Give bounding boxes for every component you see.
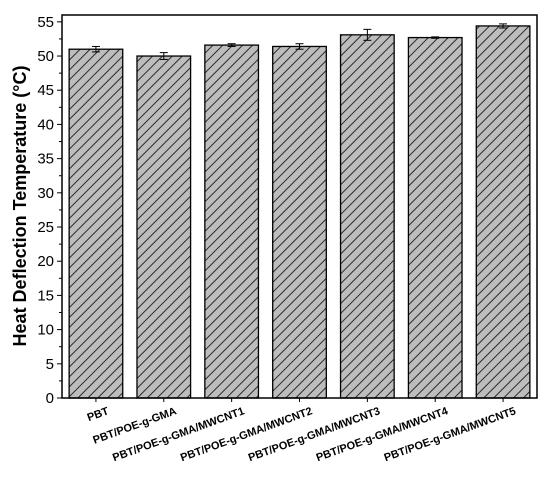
error-bars-group xyxy=(91,23,508,60)
x-tick-label-4: PBT/POE-g-GMA/MWCNT2 xyxy=(179,405,314,464)
y-tick-label-10: 10 xyxy=(37,322,54,339)
y-axis-title: Heat Deflection Temperature (°C) xyxy=(10,66,30,347)
bar-3 xyxy=(204,44,260,399)
error-bar-7 xyxy=(499,23,508,29)
error-bar-4 xyxy=(295,43,304,50)
y-tick-label-55: 55 xyxy=(37,14,54,31)
y-tick-label-40: 40 xyxy=(37,116,54,133)
y-tick-label-25: 25 xyxy=(37,219,54,236)
y-tick-label-45: 45 xyxy=(37,82,54,99)
y-tick-label-30: 30 xyxy=(37,185,54,202)
error-bar-2 xyxy=(159,52,168,60)
bar-6 xyxy=(407,36,463,399)
y-tick-label-0: 0 xyxy=(46,390,54,407)
y-tick-label-20: 20 xyxy=(37,253,54,270)
x-tick-label-7: PBT/POE-g-GMA/MWCNT5 xyxy=(383,405,518,464)
y-tick-label-35: 35 xyxy=(37,151,54,168)
bar-2 xyxy=(136,55,192,399)
error-bar-1 xyxy=(91,45,100,53)
x-tick-label-1: PBT xyxy=(86,405,111,424)
error-bar-6 xyxy=(431,36,440,39)
x-tick-label-3: PBT/POE-g-GMA/MWCNT1 xyxy=(111,405,246,464)
bar-5 xyxy=(339,34,395,399)
x-axis: PBTPBT/POE-g-GMAPBT/POE-g-GMA/MWCNT1PBT/… xyxy=(86,398,518,464)
bar-1 xyxy=(68,48,124,399)
bars-group xyxy=(68,25,531,399)
bar-4 xyxy=(272,45,327,399)
y-tick-label-5: 5 xyxy=(46,356,54,373)
error-bar-5 xyxy=(363,28,372,41)
y-tick-label-15: 15 xyxy=(37,287,54,304)
bar-7 xyxy=(475,25,531,399)
y-tick-label-50: 50 xyxy=(37,48,54,65)
y-axis: 0 5 10 15 20 25 30 35 40 45 50 55 xyxy=(37,14,62,407)
x-tick-label-5: PBT/POE-g-GMA/MWCNT3 xyxy=(247,405,382,464)
error-bar-3 xyxy=(227,43,236,47)
